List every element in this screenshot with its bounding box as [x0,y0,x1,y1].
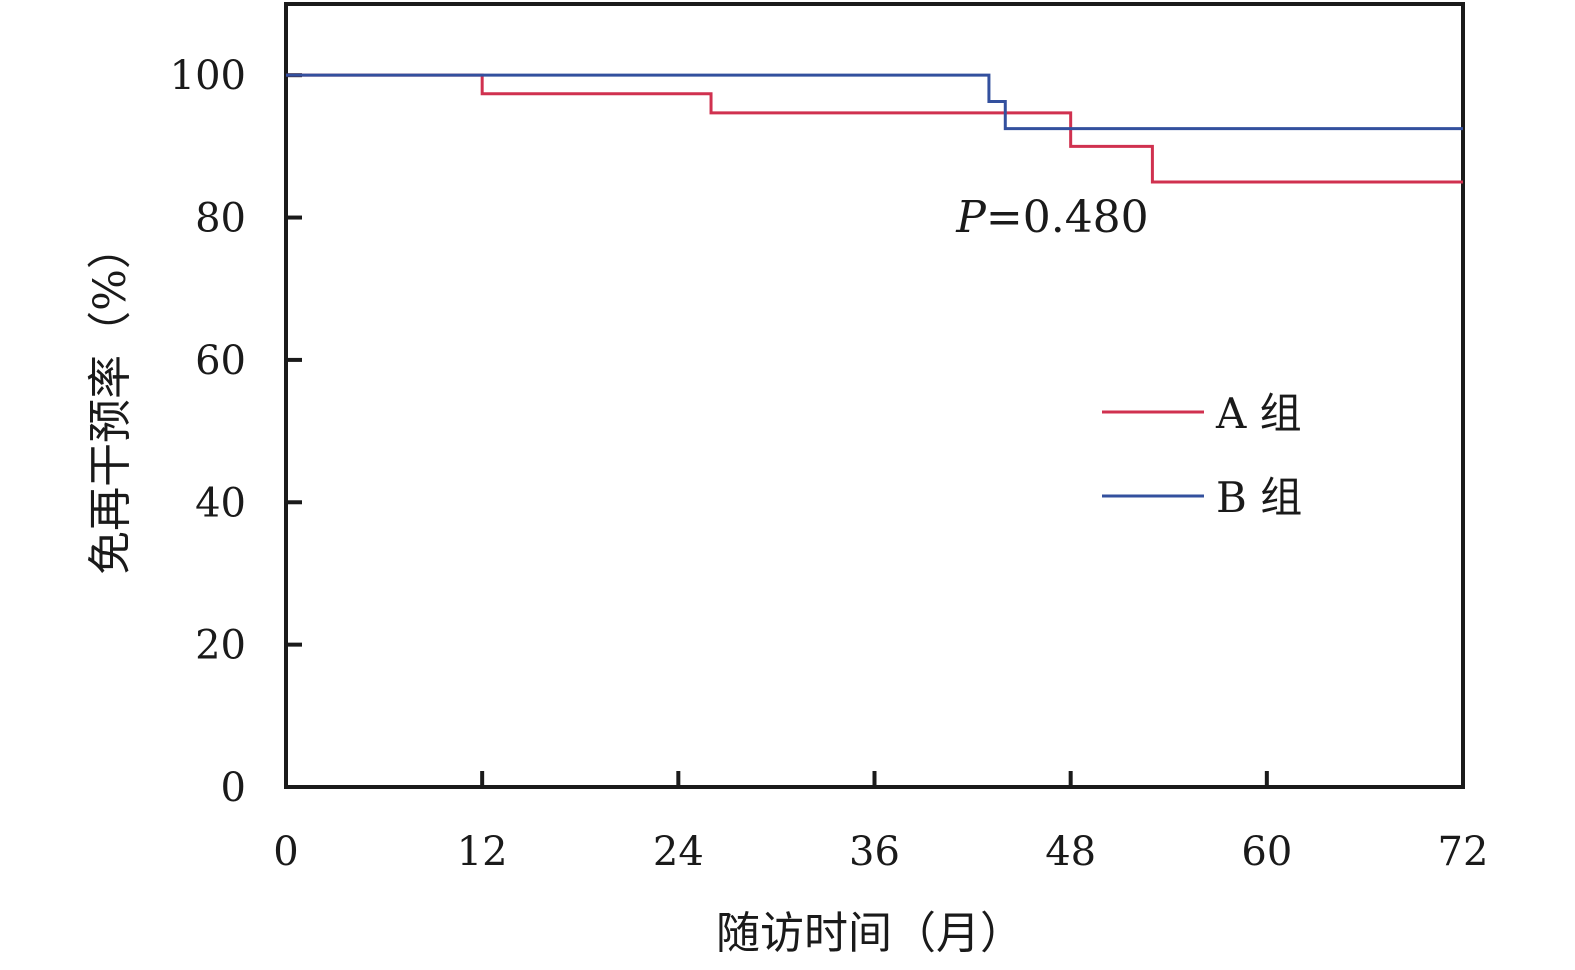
series-layer [286,73,1463,184]
x-tick-label: 60 [1241,829,1292,875]
p-value-symbol: P [955,192,987,243]
y-tick-label: 20 [195,623,246,669]
y-axis-title: 免再干预率（%） [85,225,136,575]
x-tick-label: 24 [653,829,704,875]
series-line-a [286,73,1463,184]
y-tick-label: 80 [195,196,246,242]
y-tick-label: 40 [195,480,246,526]
series-line-b [286,73,1463,131]
x-tick-label: 72 [1438,829,1489,875]
y-tick-label: 0 [221,765,246,811]
x-axis-title: 随访时间（月） [716,908,1024,959]
p-value-annotation: P=0.480 [955,192,1148,243]
legend: A 组 B 组 [1102,389,1302,522]
x-tick-label: 12 [457,829,508,875]
y-tick-label: 100 [170,53,246,99]
legend-label: A 组 [1215,389,1302,438]
y-tick-label: 60 [195,338,246,384]
x-tick-label: 48 [1045,829,1096,875]
y-axis-ticks: 0 20 40 60 80 100 [170,53,302,811]
x-tick-label: 36 [849,829,900,875]
legend-label: B 组 [1216,473,1302,522]
x-axis-ticks: 0 12 24 36 48 60 72 [273,771,1488,875]
p-value-text: =0.480 [986,192,1149,243]
x-tick-label: 0 [273,829,298,875]
